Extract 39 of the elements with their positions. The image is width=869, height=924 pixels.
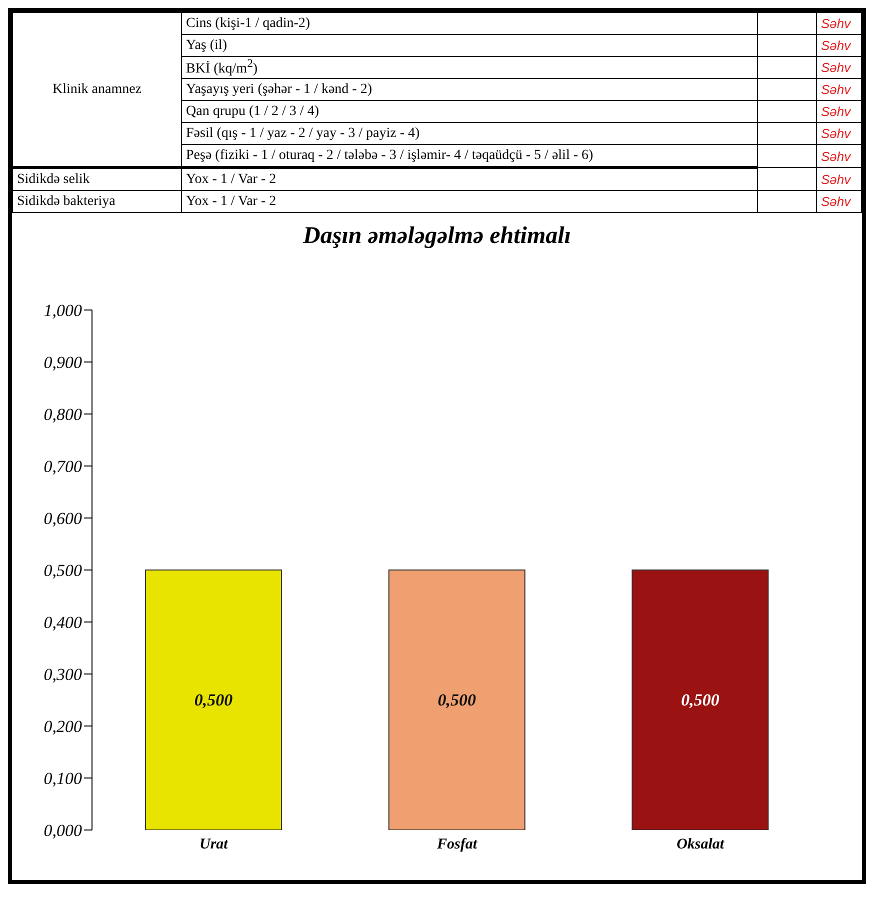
text: Səhv xyxy=(816,144,862,168)
text: Səhv xyxy=(816,100,862,122)
text: Səhv xyxy=(816,190,862,212)
text: Sidikdə bakteriya xyxy=(12,190,182,212)
text: Səhv xyxy=(816,56,862,78)
text: Fəsil (qış - 1 / yaz - 2 / yay - 3 / payiz - 4) xyxy=(182,122,758,144)
y-tick-label: 0,000 xyxy=(44,821,82,840)
text: Səhv xyxy=(816,12,862,34)
y-tick-label: 1,000 xyxy=(44,301,82,320)
text: Qan qrupu (1 / 2 / 3 / 4) xyxy=(182,100,758,122)
y-tick-label: 0,400 xyxy=(44,613,82,632)
chart-title: Daşın əmələgəlmə ehtimalı xyxy=(302,223,572,250)
x-tick-label: Oksalat xyxy=(676,836,725,853)
text: Yox - 1 / Var - 2 xyxy=(182,190,758,212)
y-tick-label: 0,200 xyxy=(44,717,82,736)
y-tick-label: 0,100 xyxy=(44,769,82,788)
y-tick-label: 0,700 xyxy=(44,457,82,476)
x-tick-label: Fosfat xyxy=(436,836,478,853)
y-tick-label: 0,500 xyxy=(44,561,82,580)
data-label: 0,500 xyxy=(681,690,720,710)
text: Səhv xyxy=(816,34,862,56)
text: Yaş (il) xyxy=(182,34,758,56)
data-label: 0,500 xyxy=(194,690,234,710)
y-tick-label: 0,300 xyxy=(44,665,82,684)
text: Səhv xyxy=(816,122,862,144)
text: Səhv xyxy=(816,78,862,100)
text: Yox - 1 / Var - 2 xyxy=(182,168,758,190)
text: Peşə (fiziki - 1 / oturaq - 2 / tələbə - 3 / işləmir- 4 / təqaüdçü - 5 / əlil - 6) xyxy=(182,144,758,168)
y-tick-label: 0,900 xyxy=(44,353,82,372)
text: Cins (kişi-1 / qadin-2) xyxy=(182,12,758,34)
text: BKİ (kq/m$^{2}$) xyxy=(182,56,758,78)
text: Səhv xyxy=(816,168,862,190)
x-tick-label: Urat xyxy=(199,836,229,853)
data-label: 0,500 xyxy=(438,690,476,710)
y-tick-label: 0,600 xyxy=(44,509,82,528)
text: Klinik anamnez xyxy=(12,12,182,168)
y-tick-label: 0,800 xyxy=(44,405,82,424)
text: Sidikdə selik xyxy=(12,168,182,190)
text: Yaşayış yeri (şəhər - 1 / kənd - 2) xyxy=(182,78,758,100)
